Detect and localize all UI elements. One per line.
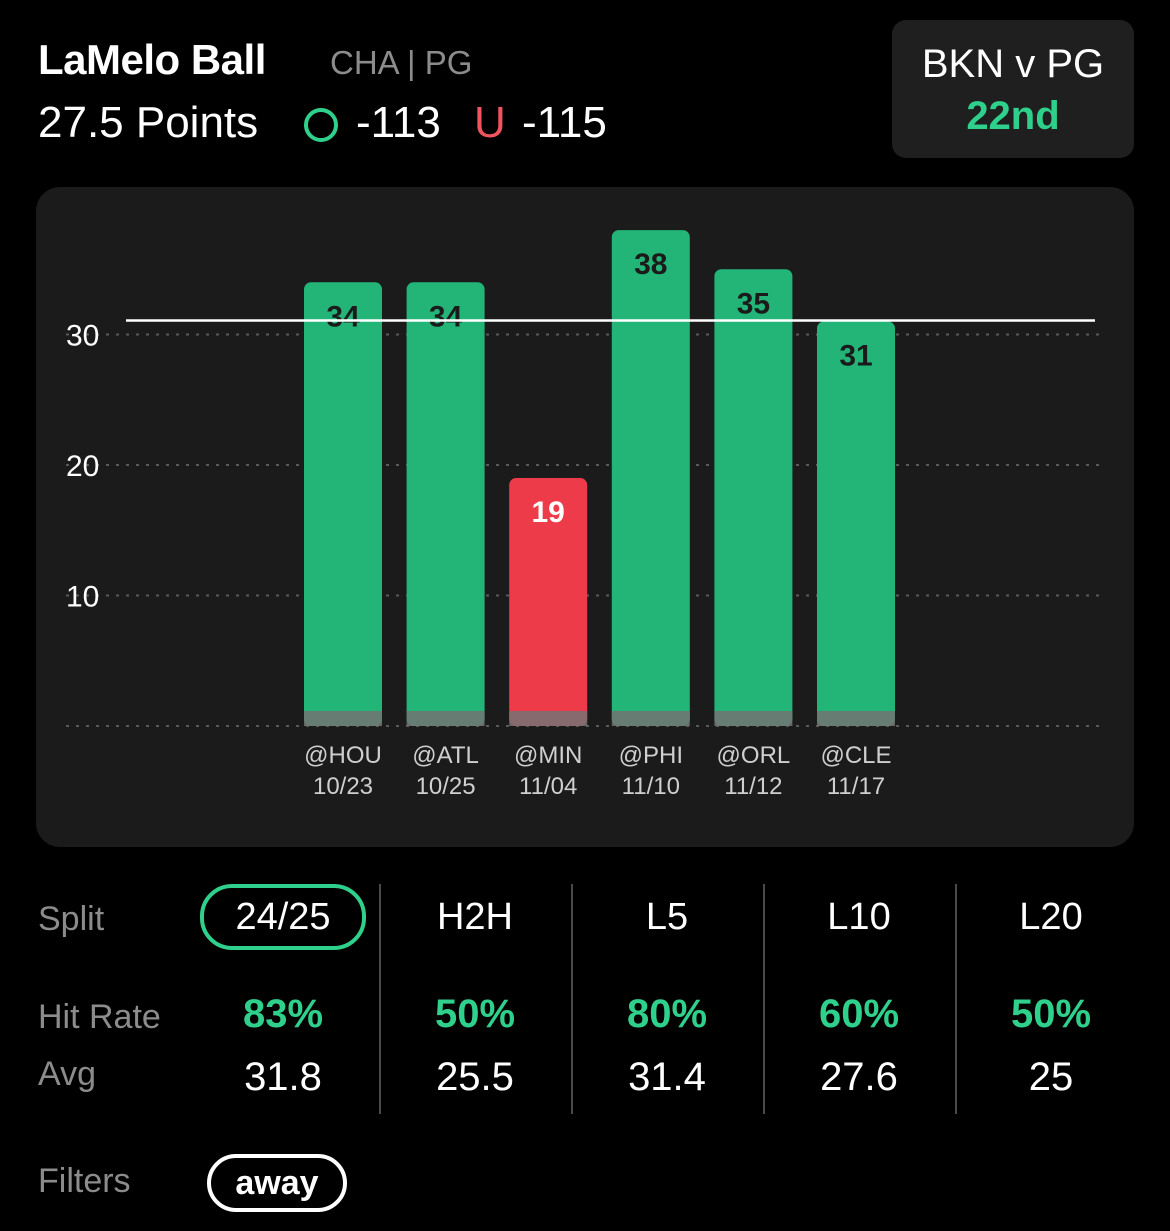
split-tab-l5[interactable]: L5 bbox=[645, 896, 689, 938]
player-name: LaMelo Ball bbox=[38, 36, 266, 83]
split-divider bbox=[955, 884, 957, 1114]
split-divider bbox=[379, 884, 381, 1114]
bar bbox=[304, 282, 382, 726]
hit-rate-value: 60% bbox=[818, 992, 900, 1036]
split-column-l5[interactable]: L5 80% 31.4 bbox=[572, 884, 762, 1114]
split-column-h2h[interactable]: H2H 50% 25.5 bbox=[380, 884, 570, 1114]
bar-value-label: 31 bbox=[839, 339, 872, 372]
hit-rate-value: 50% bbox=[1010, 992, 1092, 1036]
under-icon[interactable]: U bbox=[474, 98, 506, 147]
filter-chip-away[interactable]: away bbox=[207, 1154, 347, 1212]
split-divider bbox=[571, 884, 573, 1114]
split-divider bbox=[763, 884, 765, 1114]
split-tab-l20[interactable]: L20 bbox=[1019, 896, 1083, 938]
split-column-l10[interactable]: L10 60% 27.6 bbox=[764, 884, 954, 1114]
x-tick-label: @CLE bbox=[820, 742, 891, 769]
x-tick-label: @PHI bbox=[619, 742, 683, 769]
game-log-chart: 10 20 30 34 @HOU 10/23 34 @ATL 10/25 19 @MIN 11/04 3… bbox=[36, 187, 1134, 847]
hit-rate-row-label: Hit Rate bbox=[38, 998, 161, 1036]
hit-rate-value: 50% bbox=[434, 992, 516, 1036]
bar bbox=[611, 230, 690, 726]
bar bbox=[714, 269, 793, 726]
filters-label: Filters bbox=[38, 1162, 131, 1200]
under-odds[interactable]: -115 bbox=[522, 98, 607, 147]
x-tick-label: @MIN bbox=[514, 742, 582, 769]
x-tick-label: @HOU bbox=[304, 742, 382, 769]
chart-canvas: 10 20 30 34 @HOU 10/23 34 @ATL 10/25 19 @MIN 11/04 3… bbox=[66, 230, 1102, 800]
hit-rate-value: 83% bbox=[242, 992, 324, 1036]
x-tick-label: @ATL bbox=[412, 742, 479, 769]
avg-value: 27.6 bbox=[820, 1055, 898, 1099]
hit-rate-value: 80% bbox=[626, 992, 708, 1036]
bar-value-label: 34 bbox=[429, 300, 463, 333]
avg-value: 25 bbox=[1028, 1055, 1074, 1099]
x-tick-label: @ORL bbox=[717, 742, 791, 769]
x-date-label: 11/04 bbox=[519, 773, 577, 800]
avg-row-label: Avg bbox=[38, 1055, 96, 1093]
y-tick-label: 30 bbox=[66, 320, 99, 353]
over-odds[interactable]: -113 bbox=[356, 98, 441, 147]
y-tick-label: 20 bbox=[66, 450, 99, 483]
player-team-position: CHA | PG bbox=[330, 44, 473, 81]
avg-value: 25.5 bbox=[436, 1055, 514, 1099]
split-tab-season[interactable]: 24/25 bbox=[200, 884, 366, 950]
bar-base bbox=[817, 711, 895, 726]
matchup-title: BKN v PG bbox=[921, 42, 1105, 86]
avg-value: 31.4 bbox=[628, 1055, 706, 1099]
bar-value-label: 35 bbox=[737, 287, 770, 320]
x-date-label: 10/25 bbox=[416, 773, 476, 800]
bar-value-label: 38 bbox=[634, 248, 667, 281]
over-icon[interactable] bbox=[304, 108, 338, 142]
split-column-season[interactable]: 24/25 83% 31.8 bbox=[188, 884, 378, 1114]
split-tab-h2h[interactable]: H2H bbox=[436, 896, 514, 938]
bar-base bbox=[304, 711, 382, 726]
split-row-label: Split bbox=[38, 900, 105, 938]
x-date-label: 11/12 bbox=[724, 773, 782, 800]
bar-base bbox=[611, 711, 690, 726]
bar-base bbox=[714, 711, 793, 726]
split-tab-l10[interactable]: L10 bbox=[827, 896, 891, 938]
prop-line: 27.5 Points bbox=[38, 98, 259, 147]
bar bbox=[406, 282, 485, 726]
avg-value: 31.8 bbox=[244, 1055, 322, 1099]
bar bbox=[509, 478, 588, 726]
x-date-label: 10/23 bbox=[313, 773, 373, 800]
bar bbox=[817, 321, 895, 726]
matchup-rank: 22nd bbox=[966, 94, 1060, 138]
split-column-l20[interactable]: L20 50% 25 bbox=[956, 884, 1146, 1114]
bar-value-label: 34 bbox=[326, 300, 360, 333]
matchup-card[interactable]: BKN v PG 22nd bbox=[892, 20, 1134, 158]
bar-base bbox=[509, 711, 588, 726]
bar-base bbox=[406, 711, 485, 726]
x-date-label: 11/17 bbox=[827, 773, 885, 800]
y-tick-label: 10 bbox=[66, 581, 99, 614]
x-date-label: 11/10 bbox=[622, 773, 680, 800]
bar-value-label: 19 bbox=[532, 496, 565, 529]
